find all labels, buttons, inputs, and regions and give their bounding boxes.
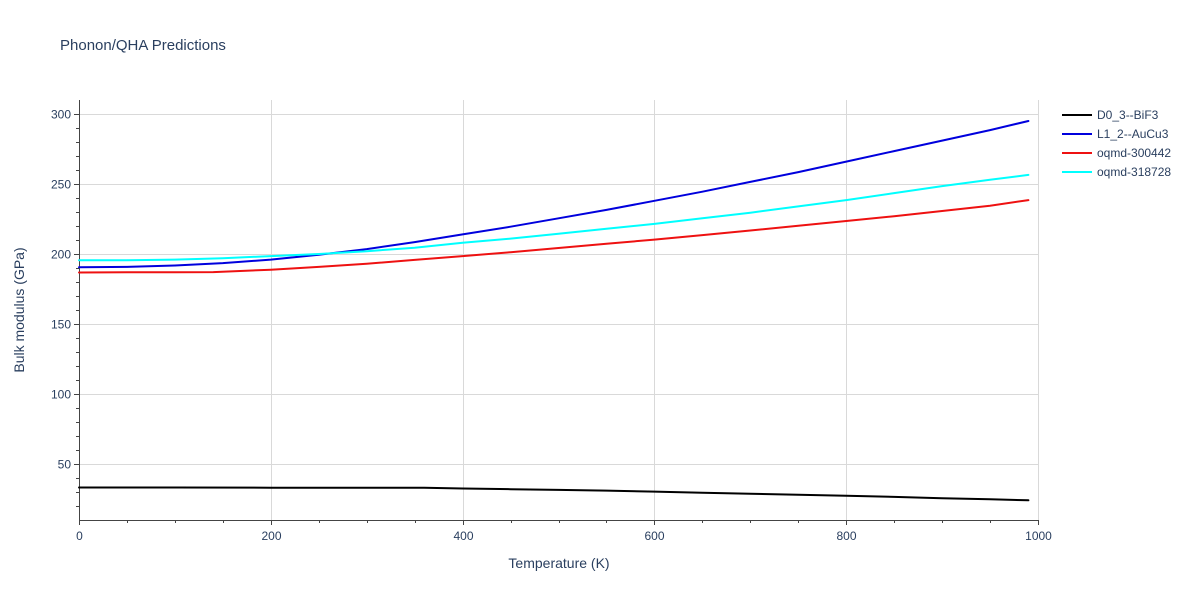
legend-item[interactable]: D0_3--BiF3 (1062, 108, 1159, 122)
y-axis-title: Bulk modulus (GPa) (11, 247, 27, 372)
x-tick-label: 600 (644, 529, 664, 543)
y-tick-label: 150 (51, 318, 71, 332)
x-axis-title: Temperature (K) (508, 555, 609, 571)
x-tick-label: 200 (261, 529, 281, 543)
y-tick-label: 50 (58, 458, 72, 472)
legend: D0_3--BiF3 L1_2--AuCu3 oqmd-300442 oqmd-318… (1062, 108, 1171, 179)
y-tick-label: 100 (51, 388, 71, 402)
legend-label: D0_3--BiF3 (1097, 108, 1159, 122)
grid-lines (79, 100, 1039, 520)
axes (79, 100, 1038, 521)
axis-ticks: 50 100 150 200 250 300 0 200 400 600 800 1000 (51, 108, 1052, 544)
legend-item[interactable]: oqmd-318728 (1062, 165, 1171, 179)
x-tick-label: 1000 (1025, 529, 1052, 543)
legend-label: L1_2--AuCu3 (1097, 127, 1169, 141)
series-line-d0-3-bif3 (78, 486, 1030, 502)
y-tick-label: 300 (51, 108, 71, 122)
x-tick-label: 0 (76, 529, 83, 543)
legend-item[interactable]: L1_2--AuCu3 (1062, 127, 1169, 141)
chart-title: Phonon/QHA Predictions (60, 37, 226, 54)
series-line-l1-2-aucu3 (78, 120, 1030, 269)
y-tick-label: 200 (51, 248, 71, 262)
legend-label: oqmd-300442 (1097, 146, 1171, 160)
series-line-oqmd-300442 (78, 199, 1030, 274)
series-lines (78, 120, 1030, 502)
legend-item[interactable]: oqmd-300442 (1062, 146, 1171, 160)
series-line-oqmd-318728 (78, 173, 1030, 262)
x-tick-label: 400 (453, 529, 473, 543)
legend-label: oqmd-318728 (1097, 165, 1171, 179)
x-tick-label: 800 (836, 529, 856, 543)
y-tick-label: 250 (51, 178, 71, 192)
